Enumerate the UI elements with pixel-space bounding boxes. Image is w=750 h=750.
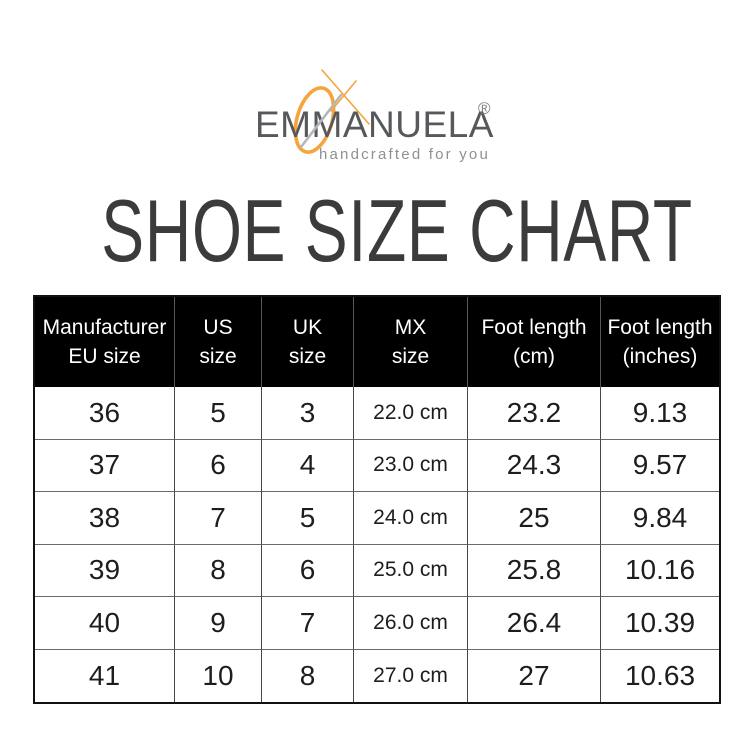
thread-loop-icon bbox=[293, 86, 336, 154]
table-cell-eu: 37 bbox=[35, 439, 175, 492]
header-cell-mx-size: MX size bbox=[354, 297, 468, 387]
header-label-line2: (cm) bbox=[513, 345, 555, 368]
table-cell-eu: 39 bbox=[35, 544, 175, 597]
table-cell-inches: 10.16 bbox=[601, 544, 719, 597]
table-cell-eu: 41 bbox=[35, 649, 175, 702]
header-label-line1: UK bbox=[292, 316, 323, 339]
table-cell-cm: 23.2 bbox=[468, 387, 601, 440]
table-cell-uk: 7 bbox=[262, 597, 354, 650]
header-label-line2: (inches) bbox=[622, 345, 698, 368]
table-cell-us: 8 bbox=[175, 544, 262, 597]
table-cell-mx: 23.0 cm bbox=[354, 439, 468, 492]
table-cell-inches: 9.57 bbox=[601, 439, 719, 492]
sparkle-icon bbox=[321, 69, 370, 125]
brand-logo: EMMANUELA ® handcrafted for you bbox=[255, 69, 494, 163]
header-cell-foot-length-inches: Foot length (inches) bbox=[601, 297, 719, 387]
table-cell-us: 9 bbox=[175, 597, 262, 650]
table-cell-us: 7 bbox=[175, 492, 262, 545]
table-cell-mx: 27.0 cm bbox=[354, 649, 468, 702]
table-cell-cm: 25 bbox=[468, 492, 601, 545]
table-cell-cm: 26.4 bbox=[468, 597, 601, 650]
table-cell-uk: 5 bbox=[262, 492, 354, 545]
header-label-line1: MX bbox=[394, 316, 427, 339]
table-cell-mx: 22.0 cm bbox=[354, 387, 468, 440]
table-cell-cm: 25.8 bbox=[468, 544, 601, 597]
table-cell-inches: 10.39 bbox=[601, 597, 719, 650]
page-title: SHOE SIZE CHART bbox=[101, 181, 693, 280]
header-label-line2: size bbox=[288, 345, 327, 368]
header-label-line1: Foot length bbox=[607, 316, 713, 339]
table-cell-mx: 25.0 cm bbox=[354, 544, 468, 597]
header-cell-foot-length-cm: Foot length (cm) bbox=[468, 297, 601, 387]
table-cell-uk: 3 bbox=[262, 387, 354, 440]
table-cell-inches: 10.63 bbox=[601, 649, 719, 702]
table-cell-us: 10 bbox=[175, 649, 262, 702]
table-cell-uk: 6 bbox=[262, 544, 354, 597]
table-cell-eu: 40 bbox=[35, 597, 175, 650]
brand-tagline: handcrafted for you bbox=[319, 146, 490, 163]
table-cell-mx: 26.0 cm bbox=[354, 597, 468, 650]
header-label-line2: EU size bbox=[68, 345, 141, 368]
header-cell-eu-size: Manufacturer EU size bbox=[35, 297, 175, 387]
table-cell-inches: 9.13 bbox=[601, 387, 719, 440]
table-cell-us: 5 bbox=[175, 387, 262, 440]
header-cell-uk-size: UK size bbox=[262, 297, 354, 387]
table-cell-uk: 8 bbox=[262, 649, 354, 702]
size-table: Manufacturer EU size US size UK size MX … bbox=[33, 295, 721, 704]
table-cell-cm: 24.3 bbox=[468, 439, 601, 492]
table-cell-cm: 27 bbox=[468, 649, 601, 702]
header-label-line1: Foot length bbox=[481, 316, 587, 339]
header-label-line2: size bbox=[199, 345, 237, 368]
header-label-line1: Manufacturer bbox=[42, 316, 167, 339]
table-cell-eu: 38 bbox=[35, 492, 175, 545]
brand-name: EMMANUELA bbox=[255, 104, 494, 145]
table-cell-uk: 4 bbox=[262, 439, 354, 492]
header-label-line2: size bbox=[391, 345, 430, 368]
table-cell-mx: 24.0 cm bbox=[354, 492, 468, 545]
table-cell-eu: 36 bbox=[35, 387, 175, 440]
needle-icon bbox=[299, 93, 343, 149]
header-cell-us-size: US size bbox=[175, 297, 262, 387]
table-cell-us: 6 bbox=[175, 439, 262, 492]
registered-trademark: ® bbox=[478, 99, 491, 118]
header-label-line1: US bbox=[203, 316, 233, 339]
table-cell-inches: 9.84 bbox=[601, 492, 719, 545]
